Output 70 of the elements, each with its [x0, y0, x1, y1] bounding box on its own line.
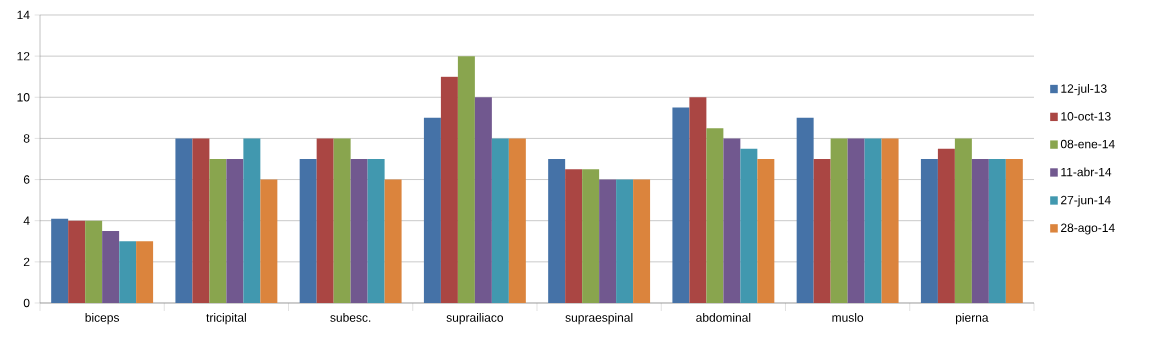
bar	[226, 158, 244, 303]
legend-label: 27-jun-14	[1061, 195, 1111, 207]
bar	[971, 158, 989, 303]
bar	[847, 138, 865, 303]
y-tick-label: 14	[17, 10, 30, 20]
bar	[68, 220, 86, 303]
bar	[119, 241, 137, 303]
bar	[633, 179, 651, 303]
x-tick-label: pierna	[955, 313, 989, 325]
x-tick-label: suprailiaco	[446, 313, 504, 325]
bar	[830, 138, 848, 303]
bar	[299, 158, 317, 303]
y-tick-label: 12	[17, 51, 30, 61]
bar	[350, 158, 368, 303]
bar	[599, 179, 617, 303]
bar	[740, 148, 758, 303]
bar	[457, 56, 475, 303]
bar	[937, 148, 955, 303]
legend-label: 08-ene-14	[1060, 139, 1115, 149]
legend-label: 12-jul-13	[1061, 84, 1107, 96]
y-tick-label: 10	[17, 93, 30, 102]
bar	[689, 97, 707, 303]
bar	[175, 138, 193, 303]
y-tick-label: 6	[23, 175, 30, 184]
legend-label: 10-oct-13	[1061, 112, 1111, 121]
bar	[260, 179, 278, 303]
bar	[316, 138, 334, 303]
bar	[548, 158, 566, 303]
bar	[1005, 158, 1023, 303]
bar	[813, 158, 831, 303]
legend-label: 11-abr-14	[1061, 167, 1112, 177]
bar	[757, 158, 775, 303]
y-tick-label: 4	[23, 216, 30, 225]
bar	[864, 138, 882, 303]
x-tick-label: biceps	[85, 313, 120, 325]
bar	[440, 76, 458, 303]
bar	[920, 158, 938, 303]
bar	[102, 230, 120, 303]
bar	[723, 138, 741, 303]
bar	[243, 138, 261, 303]
bar	[192, 138, 210, 303]
x-tick-label: supraespinal	[565, 313, 633, 325]
bar	[423, 117, 441, 303]
bar	[582, 169, 600, 303]
y-tick-label: 8	[23, 134, 30, 143]
bar	[796, 117, 814, 303]
bar	[474, 97, 492, 303]
bar	[616, 179, 634, 303]
x-tick-label: tricipital	[206, 313, 246, 325]
y-tick-label: 0	[23, 298, 30, 308]
bar	[209, 158, 227, 303]
legend-label: 28-ago-14	[1061, 223, 1115, 235]
bar	[881, 138, 899, 303]
bar	[384, 179, 402, 303]
bar	[85, 220, 103, 303]
x-tick-label: muslo	[832, 313, 864, 322]
y-tick-label: 2	[23, 257, 30, 267]
bar	[367, 158, 385, 303]
bar	[508, 138, 526, 303]
bar	[954, 138, 972, 303]
bar	[672, 107, 690, 303]
x-tick-label: abdominal	[696, 313, 751, 322]
bar	[988, 158, 1006, 303]
bar	[706, 128, 724, 303]
bar	[136, 241, 154, 303]
bar	[333, 138, 351, 303]
x-tick-label: subesc.	[330, 313, 371, 322]
bar	[491, 138, 509, 303]
bar	[51, 218, 69, 303]
bar	[565, 169, 583, 303]
